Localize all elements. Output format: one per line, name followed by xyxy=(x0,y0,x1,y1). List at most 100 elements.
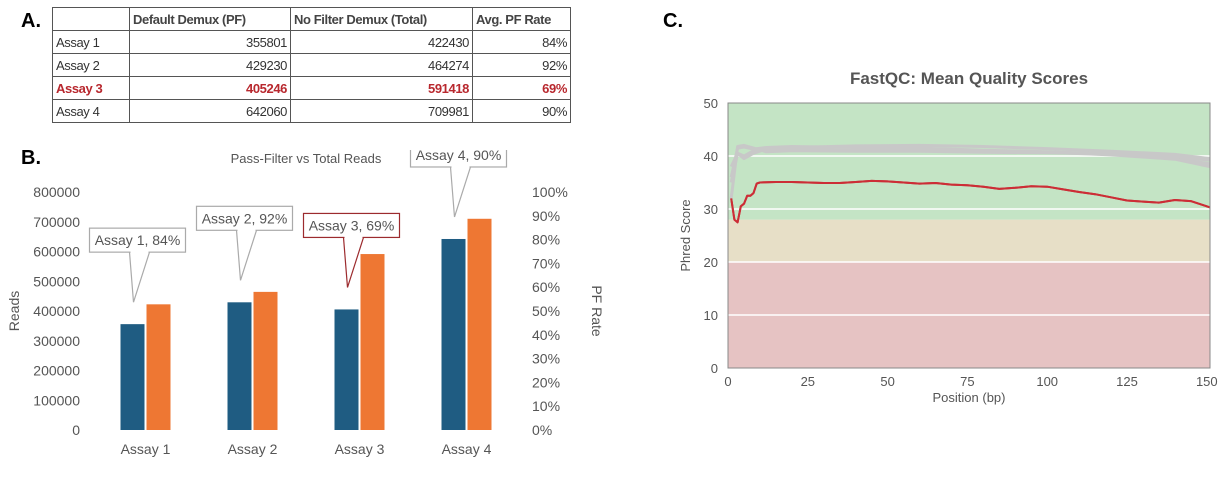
callout-label: Assay 3, 69% xyxy=(309,217,395,233)
x-tick-label: 150 xyxy=(1196,374,1218,389)
table-header-row: Default Demux (PF) No Filter Demux (Tota… xyxy=(52,7,571,31)
y-tick-label: 500000 xyxy=(33,273,80,289)
y2-tick-label: 100% xyxy=(532,184,568,200)
callout-pointer xyxy=(235,229,258,281)
table-cell-pf: 429230 xyxy=(129,53,291,77)
series-line-other xyxy=(729,143,1211,168)
callout-label: Assay 2, 92% xyxy=(202,210,288,226)
callout-box xyxy=(88,227,187,253)
y2-tick-label: 40% xyxy=(532,327,560,343)
x-tick-label: Assay 4 xyxy=(442,441,492,457)
y2-axis-label: PF Rate xyxy=(589,285,605,337)
panel-label-b: B. xyxy=(21,147,41,169)
panel-label-a: A. xyxy=(21,10,41,32)
bar-total xyxy=(146,304,171,430)
table-row: Assay 3 405246 591418 69% xyxy=(52,76,571,100)
table-cell-total: 709981 xyxy=(290,99,473,123)
chart-title: Pass-Filter vs Total Reads xyxy=(231,151,382,166)
y-tick-label: 0 xyxy=(72,422,80,438)
x-tick-label: 25 xyxy=(801,374,815,389)
table-row: Assay 4 642060 709981 90% xyxy=(52,99,571,123)
y2-tick-label: 10% xyxy=(532,398,560,414)
fastqc-line-chart: FastQC: Mean Quality Scores 0 10 20 30 40 50 0 2… xyxy=(678,69,1218,405)
table-cell-assay: Assay 2 xyxy=(52,53,130,77)
y2-tick-label: 50% xyxy=(532,303,560,319)
table-cell-assay: Assay 3 xyxy=(52,76,130,100)
table-cell-rate: 84% xyxy=(472,30,571,54)
table-cell-rate: 90% xyxy=(472,99,571,123)
x-tick-label: 125 xyxy=(1116,374,1138,389)
y2-tick-label: 60% xyxy=(532,279,560,295)
chart-title: FastQC: Mean Quality Scores xyxy=(850,69,1088,88)
y-axis-label: Reads xyxy=(6,291,22,331)
y2-tick-label: 20% xyxy=(532,374,560,390)
panel-label-c: C. xyxy=(663,10,683,32)
callout: Assay 4, 90% xyxy=(409,150,508,218)
callout-box xyxy=(302,212,401,239)
y-tick-label: 20 xyxy=(704,255,718,270)
y-tick-label: 50 xyxy=(704,96,718,111)
y-tick-label: 40 xyxy=(704,149,718,164)
table-row: Assay 1 355801 422430 84% xyxy=(52,30,571,54)
x-tick-label: 100 xyxy=(1036,374,1058,389)
table-cell-rate: 92% xyxy=(472,53,571,77)
table-cell-rate: 69% xyxy=(472,76,571,100)
callout: Assay 1, 84% xyxy=(88,227,187,303)
x-tick-label: Assay 3 xyxy=(335,441,385,457)
table-header-cell: No Filter Demux (Total) xyxy=(290,7,473,31)
callout: Assay 2, 92% xyxy=(195,205,294,281)
y-tick-label: 200000 xyxy=(33,363,80,379)
x-tick-label: Assay 2 xyxy=(228,441,278,457)
table-cell-total: 591418 xyxy=(290,76,473,100)
table-row: Assay 2 429230 464274 92% xyxy=(52,53,571,77)
table-cell-pf: 642060 xyxy=(129,99,291,123)
y-tick-label: 10 xyxy=(704,308,718,323)
y-tick-label: 30 xyxy=(704,202,718,217)
x-axis-label: Position (bp) xyxy=(933,390,1006,405)
y-tick-label: 800000 xyxy=(33,184,80,200)
bar-pf xyxy=(334,309,359,430)
y-tick-label: 0 xyxy=(711,361,718,376)
x-tick-label: 0 xyxy=(724,374,731,389)
y2-tick-label: 0% xyxy=(532,422,552,438)
callout-pointer xyxy=(128,251,151,303)
y-tick-label: 400000 xyxy=(33,303,80,319)
table-cell-total: 422430 xyxy=(290,30,473,54)
y-axis-label: Phred Score xyxy=(678,199,693,271)
y-tick-label: 700000 xyxy=(33,214,80,230)
table-cell-total: 464274 xyxy=(290,53,473,77)
y2-tick-label: 80% xyxy=(532,232,560,248)
y2-tick-label: 90% xyxy=(532,208,560,224)
x-tick-label: 50 xyxy=(880,374,894,389)
y-tick-label: 300000 xyxy=(33,333,80,349)
bar-total xyxy=(360,254,385,430)
y2-tick-label: 30% xyxy=(532,351,560,367)
x-tick-label: 75 xyxy=(960,374,974,389)
table-cell-assay: Assay 4 xyxy=(52,99,130,123)
table-cell-pf: 355801 xyxy=(129,30,291,54)
y-tick-label: 600000 xyxy=(33,244,80,260)
callout-label: Assay 4, 90% xyxy=(416,150,502,163)
reads-bar-chart: Pass-Filter vs Total Reads 0 100000 200000 3… xyxy=(6,150,605,457)
series-line-other xyxy=(729,143,1211,199)
bar-total xyxy=(253,291,278,430)
table-cell-assay: Assay 1 xyxy=(52,30,130,54)
y-tick-label: 100000 xyxy=(33,392,80,408)
table-header-cell xyxy=(52,7,130,31)
table-header-cell: Default Demux (PF) xyxy=(129,7,291,31)
plot-border xyxy=(727,102,1211,369)
table-cell-pf: 405246 xyxy=(129,76,291,100)
bar-total xyxy=(467,218,492,430)
assay-summary-table: Default Demux (PF) No Filter Demux (Tota… xyxy=(52,7,571,123)
callout: Assay 3, 69% xyxy=(302,212,401,288)
table-header-cell: Avg. PF Rate xyxy=(472,7,571,31)
series-line-highlight-top xyxy=(730,179,1211,224)
callout-label: Assay 1, 84% xyxy=(95,232,181,248)
callout-pointer xyxy=(449,166,472,218)
quality-band xyxy=(728,219,1210,262)
bar-pf xyxy=(120,324,145,430)
bar-pf xyxy=(441,238,466,430)
bar-pf xyxy=(227,302,252,430)
x-tick-label: Assay 1 xyxy=(121,441,171,457)
y2-tick-label: 70% xyxy=(532,255,560,271)
